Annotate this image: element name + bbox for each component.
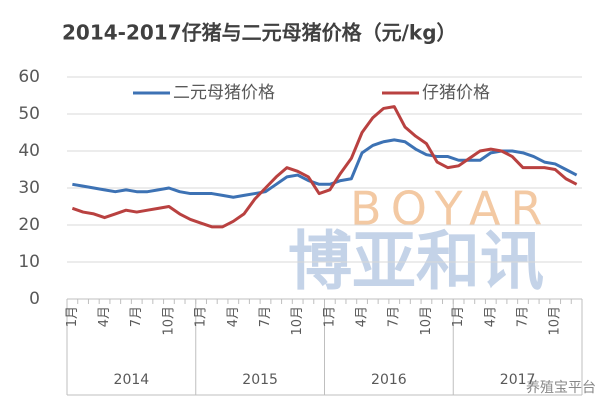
y-tick-label: 50 [18,104,40,124]
x-tick-label: 1月 [65,306,80,327]
x-tick-label: 1月 [322,306,337,327]
y-tick-label: 20 [18,215,40,235]
y-tick-label: 0 [29,289,40,309]
x-tick-label: 7月 [129,306,144,327]
x-tick-label: 7月 [515,306,530,327]
chart-title: 2014-2017仔猪与二元母猪价格（元/kg） [62,21,457,45]
x-tick-label: 1月 [451,306,466,327]
x-group-label: 2015 [242,372,278,388]
watermark-source: 养殖宝平台 [526,379,596,396]
x-tick-label: 4月 [483,306,498,327]
x-tick-label: 1月 [194,306,209,327]
legend-label: 仔猪价格 [422,83,490,103]
x-tick-label: 10月 [419,306,434,336]
watermark-brand-cn: 博亚和讯 [288,226,544,300]
x-group-label: 2017 [500,372,536,388]
x-tick-label: 10月 [161,306,176,336]
x-tick-label: 10月 [548,306,563,336]
line-series [71,105,578,229]
x-group-label: 2014 [114,372,150,388]
y-tick-label: 10 [18,252,40,272]
x-tick-label: 7月 [258,306,273,327]
x-tick-label: 4月 [355,306,370,327]
y-tick-label: 60 [18,67,40,87]
y-tick-label: 40 [18,141,40,161]
x-tick-label: 10月 [290,306,305,336]
x-tick-label: 4月 [226,306,241,327]
watermark-brand-en: BOYAR [350,182,552,236]
line-series [72,138,578,199]
x-tick-label: 7月 [387,306,402,327]
x-tick-label: 4月 [97,306,112,327]
y-tick-label: 30 [18,178,40,198]
x-group-label: 2016 [371,372,407,388]
legend-label: 二元母猪价格 [173,83,275,103]
